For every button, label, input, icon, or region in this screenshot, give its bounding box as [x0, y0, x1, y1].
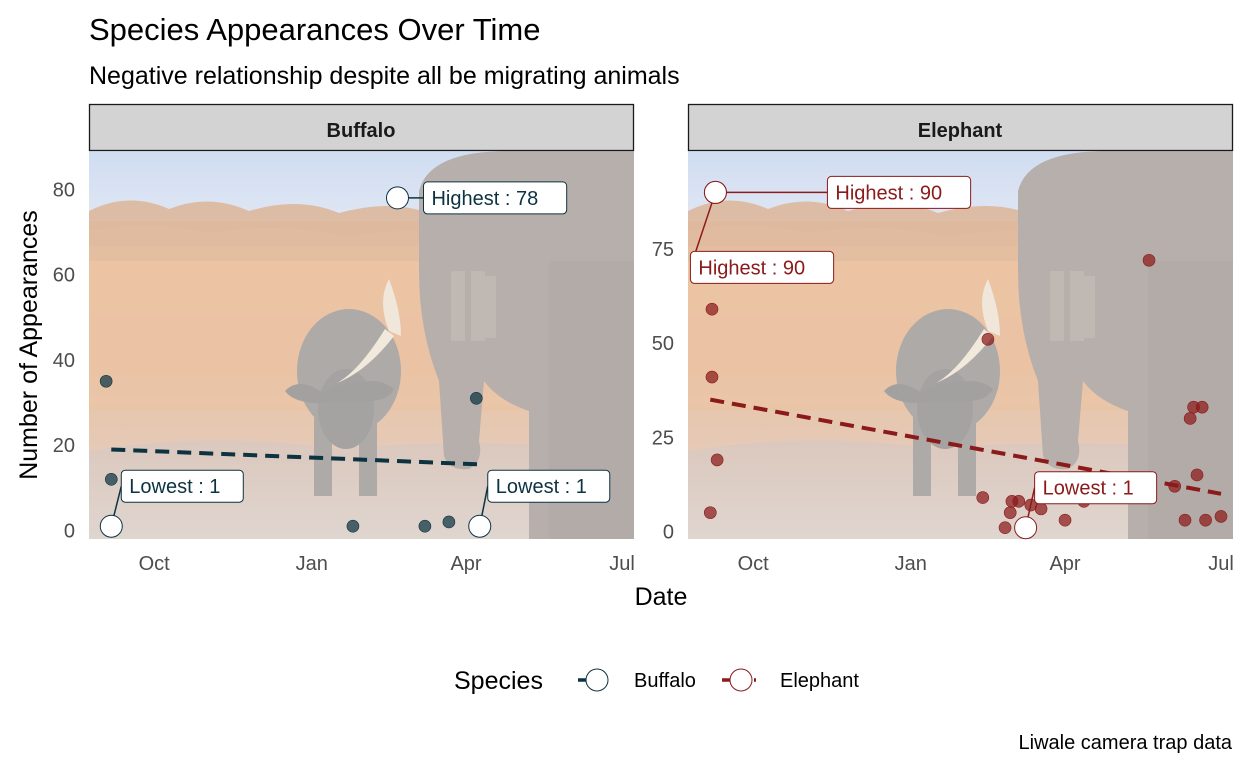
data-point-elephant [1142, 253, 1156, 267]
data-point-buffalo [418, 519, 432, 533]
data-point-elephant [1168, 479, 1182, 493]
legend-point-elephant [729, 668, 753, 692]
caption: Liwale camera trap data [1019, 732, 1233, 754]
x-tick-label: Apr [1049, 553, 1080, 575]
y-tick-label: 40 [53, 350, 75, 372]
data-point-elephant [1178, 513, 1192, 527]
legend-title: Species [454, 667, 543, 695]
y-tick-label: 25 [652, 427, 674, 449]
legend-label-elephant: Elephant [780, 670, 859, 692]
annotation-box [1034, 471, 1158, 505]
data-point-elephant [1195, 400, 1209, 414]
annotation-box [120, 469, 244, 503]
facet-elephant: Elephant Highest : 90 Highest : 90 Lowest … [652, 103, 1234, 575]
y-tick-label: 75 [652, 239, 674, 261]
x-tick-label: Oct [738, 553, 770, 575]
x-tick-label: Jul [1208, 553, 1234, 575]
strip-elephant [687, 103, 1234, 152]
annotation-buffalo: Highest : 78 [385, 181, 568, 215]
annotation-label: Lowest : 1 [496, 476, 587, 498]
annotation-label: Highest : 90 [835, 182, 942, 204]
highlight-point [703, 180, 727, 204]
strip-label-buffalo: Buffalo [327, 120, 396, 142]
x-axis-buffalo: Oct Jan Apr Jul [139, 553, 635, 575]
highlight-point [1014, 516, 1038, 540]
annotation-box [487, 469, 611, 503]
y-tick-label: 0 [663, 521, 674, 543]
y-axis-buffalo: 0 20 40 60 80 [53, 179, 75, 542]
x-tick-label: Oct [139, 553, 171, 575]
data-point-elephant [1183, 412, 1197, 425]
annotation-label: Highest : 78 [431, 188, 538, 210]
trend-line-buffalo [111, 447, 480, 467]
data-point-elephant [1190, 468, 1204, 482]
data-point-elephant [1003, 506, 1017, 519]
x-tick-label: Apr [450, 553, 481, 575]
panel-buffalo: Highest : 78 Lowest : 1 Lowest : 1 [99, 181, 611, 538]
data-point-elephant [1214, 510, 1228, 523]
annotation-box [826, 175, 972, 209]
y-tick-label: 50 [652, 333, 674, 355]
y-axis-elephant: 0 25 50 75 [652, 239, 674, 544]
y-axis-title: Number of Appearances [15, 210, 43, 480]
data-point-elephant [705, 370, 719, 384]
strip-label-elephant: Elephant [918, 120, 1003, 142]
data-point-elephant [981, 333, 995, 346]
data-point-elephant [710, 453, 724, 467]
x-tick-label: Jul [609, 553, 635, 575]
data-point-elephant [705, 302, 719, 316]
annotation-elephant: Lowest : 1 [1014, 471, 1158, 540]
annotation-box [689, 250, 835, 284]
data-point-elephant [1012, 495, 1026, 508]
annotation-label: Highest : 90 [698, 257, 805, 279]
data-point-elephant [1034, 502, 1048, 516]
data-point-buffalo [346, 519, 360, 533]
legend-label-buffalo: Buffalo [634, 670, 696, 692]
annotation-buffalo: Lowest : 1 [468, 469, 611, 538]
annotation-box [422, 181, 568, 215]
highlight-point [468, 514, 492, 538]
y-tick-label: 80 [53, 179, 75, 201]
highlight-point [99, 514, 123, 538]
annotation-buffalo: Lowest : 1 [99, 469, 244, 538]
annotation-label: Lowest : 1 [129, 476, 220, 498]
data-point-elephant [976, 491, 990, 504]
legend-key-elephant [722, 668, 756, 692]
highlight-point [385, 186, 409, 210]
legend-point-buffalo [585, 668, 609, 692]
data-point-buffalo [99, 374, 113, 388]
y-tick-label: 60 [53, 265, 75, 287]
chart-title: Species Appearances Over Time [89, 12, 540, 47]
data-point-buffalo [442, 515, 456, 529]
y-tick-label: 0 [64, 520, 75, 542]
x-tick-label: Jan [296, 553, 328, 575]
data-point-elephant [1199, 513, 1212, 527]
annotation-elephant: Highest : 90 [689, 180, 835, 284]
chart-subtitle: Negative relationship despite all be mig… [89, 62, 680, 90]
data-point-buffalo [470, 391, 483, 405]
panel-elephant: Highest : 90 Highest : 90 Lowest : 1 [689, 175, 1228, 540]
x-axis-title: Date [635, 583, 688, 611]
y-tick-label: 20 [53, 435, 75, 457]
data-point-elephant [703, 506, 717, 519]
x-axis-elephant: Oct Jan Apr Jul [738, 553, 1234, 575]
legend: Species Buffalo Elephant [454, 667, 859, 695]
facet-buffalo: Buffalo Highest : 78 Lowest : 1 Lowest : 1… [53, 103, 635, 575]
annotation-label: Lowest : 1 [1043, 478, 1134, 500]
data-point-buffalo [104, 473, 118, 486]
strip-buffalo [88, 103, 635, 152]
x-tick-label: Jan [895, 553, 927, 575]
legend-key-buffalo [578, 668, 610, 692]
data-point-elephant [1058, 513, 1072, 527]
data-point-elephant [998, 521, 1012, 534]
